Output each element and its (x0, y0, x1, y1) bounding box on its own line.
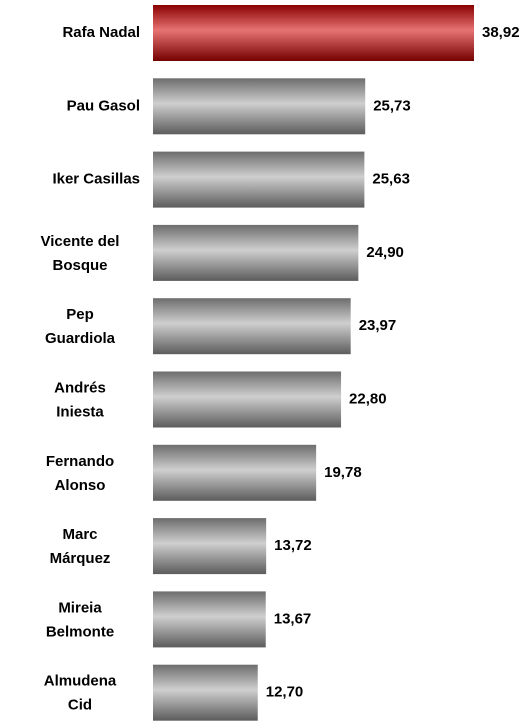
bar (153, 664, 258, 721)
value-label: 13,72 (274, 537, 312, 554)
bar (153, 371, 342, 428)
value-label: 23,97 (359, 317, 397, 334)
bar (153, 298, 351, 355)
category-label: Pep Guardiola (45, 306, 116, 347)
bar (153, 5, 474, 61)
bar (153, 151, 365, 208)
bar (153, 78, 366, 135)
category-label: Marc Márquez (50, 526, 111, 567)
bar (153, 518, 267, 575)
value-label: 22,80 (349, 390, 387, 407)
bar (153, 591, 266, 648)
value-label: 19,78 (324, 464, 362, 481)
bar (153, 444, 317, 501)
value-label: 24,90 (366, 244, 404, 261)
bar (153, 224, 359, 281)
category-label: Almudena Cid (44, 673, 117, 714)
value-label: 25,63 (372, 171, 410, 188)
category-label: Andrés Iniesta (54, 379, 106, 420)
value-label: 12,70 (266, 684, 304, 701)
category-label: Vicente del Bosque (41, 233, 120, 274)
category-label: Pau Gasol (67, 97, 140, 114)
value-label: 38,92 (482, 24, 520, 41)
value-label: 13,67 (274, 610, 312, 627)
category-label: Iker Casillas (52, 171, 140, 188)
category-label: Mireia Belmonte (46, 599, 114, 640)
category-label: Rafa Nadal (62, 24, 140, 41)
value-label: 25,73 (373, 97, 411, 114)
category-label: Fernando Alonso (46, 453, 114, 494)
